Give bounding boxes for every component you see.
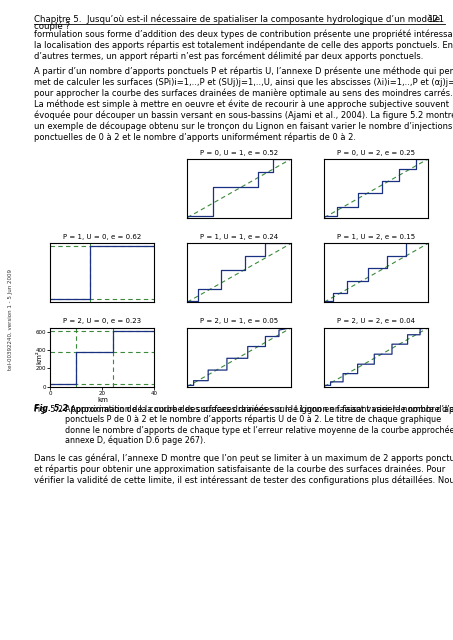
Text: P = 2, U = 0, e = 0.23: P = 2, U = 0, e = 0.23: [63, 319, 141, 324]
Text: Fig. 5.2 :: Fig. 5.2 :: [34, 404, 74, 413]
Text: P = 2, U = 2, e = 0.04: P = 2, U = 2, e = 0.04: [337, 319, 415, 324]
Text: tel-00392240, version 1 - 5 Jun 2009: tel-00392240, version 1 - 5 Jun 2009: [8, 269, 14, 371]
Text: formulation sous forme d’addition des deux types de contribution présente une pr: formulation sous forme d’addition des de…: [34, 29, 453, 39]
Text: donne le nombre d’apports de chaque type et l’erreur relative moyenne de la cour: donne le nombre d’apports de chaque type…: [65, 425, 453, 435]
Text: et répartis pour obtenir une approximation satisfaisante de la courbe des surfac: et répartis pour obtenir une approximati…: [34, 465, 445, 474]
Text: Dans le cas général, l’annexe D montre que l’on peut se limiter à un maximum de : Dans le cas général, l’annexe D montre q…: [34, 454, 453, 463]
Text: P = 1, U = 1, e = 0.24: P = 1, U = 1, e = 0.24: [200, 234, 279, 240]
Text: km²: km²: [36, 350, 42, 364]
Text: annexe D, équation D.6 page 267).: annexe D, équation D.6 page 267).: [65, 436, 205, 445]
Text: P = 0, U = 1, e = 0.52: P = 0, U = 1, e = 0.52: [200, 150, 279, 156]
Text: ponctuels P de 0 à 2 et le nombre d’apports répartis U de 0 à 2. Le titre de cha: ponctuels P de 0 à 2 et le nombre d’appo…: [65, 415, 441, 424]
Text: P = 1, U = 0, e = 0.62: P = 1, U = 0, e = 0.62: [63, 234, 142, 240]
Text: met de calculer les surfaces (SPi)i=1,..,P et (SUj)j=1,..,U, ainsi que les absci: met de calculer les surfaces (SPi)i=1,..…: [34, 78, 453, 87]
Text: un exemple de découpage obtenu sur le tronçon du Lignon en faisant varier le nom: un exemple de découpage obtenu sur le tr…: [34, 122, 453, 131]
Text: la localisation des apports répartis est totalement indépendante de celle des ap: la localisation des apports répartis est…: [34, 40, 453, 50]
Text: P = 2, U = 1, e = 0.05: P = 2, U = 1, e = 0.05: [200, 319, 279, 324]
Text: Fig. 5.2 : Approximation de la courbe des surfaces drainées sur le Lignon en fai: Fig. 5.2 : Approximation de la courbe de…: [34, 404, 453, 414]
Text: d’autres termes, un apport réparti n’est pas forcément délimité par deux apports: d’autres termes, un apport réparti n’est…: [34, 51, 424, 61]
Text: P = 1, U = 2, e = 0.15: P = 1, U = 2, e = 0.15: [337, 234, 415, 240]
Text: ponctuelles de 0 à 2 et le nombre d’apports uniformément répartis de 0 à 2.: ponctuelles de 0 à 2 et le nombre d’appo…: [34, 133, 356, 143]
Text: pour approcher la courbe des surfaces drainées de manière optimale au sens des m: pour approcher la courbe des surfaces dr…: [34, 89, 453, 99]
Text: A partir d’un nombre d’apports ponctuels P et répartis U, l’annexe D présente un: A partir d’un nombre d’apports ponctuels…: [34, 67, 453, 76]
Text: 121: 121: [428, 15, 445, 24]
Text: P = 0, U = 2, e = 0.25: P = 0, U = 2, e = 0.25: [337, 150, 415, 156]
Text: évoquée pour découper un bassin versant en sous-bassins (Ajami et al., 2004). La: évoquée pour découper un bassin versant …: [34, 111, 453, 120]
Text: km: km: [97, 397, 108, 403]
Text: vérifier la validité de cette limite, il est intéressant de tester des configura: vérifier la validité de cette limite, il…: [34, 476, 453, 485]
Text: Approximation de la courbe des surfaces drainées sur le Lignon en faisant varier: Approximation de la courbe des surfaces …: [65, 404, 453, 414]
Text: La méthode est simple à mettre en oeuvre et évite de recourir à une approche sub: La méthode est simple à mettre en oeuvre…: [34, 100, 449, 109]
Text: couplé ?: couplé ?: [34, 21, 70, 31]
Text: Chapitre 5.  Jusqu’où est-il nécessaire de spatialiser la composante hydrologiqu: Chapitre 5. Jusqu’où est-il nécessaire d…: [34, 15, 440, 24]
